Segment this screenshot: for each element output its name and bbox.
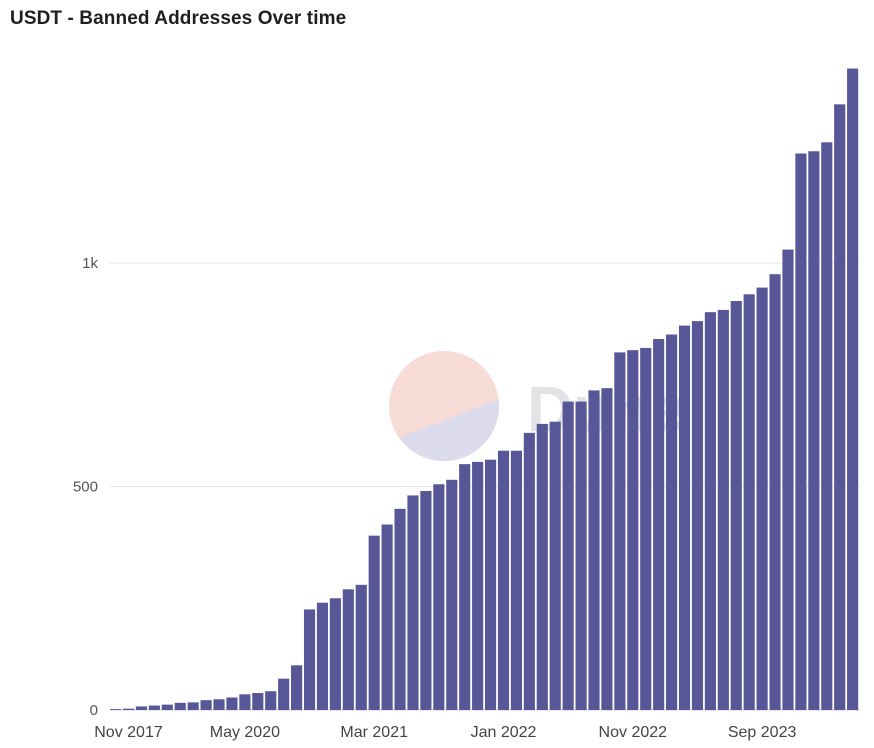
y-tick-label: 500 [73, 479, 98, 496]
bar [666, 334, 678, 710]
bar [472, 461, 484, 710]
bar [536, 423, 548, 710]
bar [678, 325, 691, 710]
bar [174, 702, 186, 710]
bar [265, 691, 277, 710]
x-tick-label: Mar 2021 [340, 724, 408, 741]
bar [407, 495, 419, 710]
bar [497, 450, 510, 710]
bar [355, 584, 367, 710]
x-tick-label: Sep 2023 [728, 724, 797, 741]
bar [549, 421, 561, 710]
bar [614, 352, 626, 710]
bar [847, 68, 859, 711]
x-tick-label: May 2020 [210, 724, 280, 741]
bar [381, 524, 393, 710]
bar [717, 309, 729, 710]
bar [200, 700, 212, 710]
bar [135, 706, 147, 710]
bar [433, 484, 445, 710]
bar [446, 479, 458, 710]
bar [329, 598, 341, 710]
x-tick-label: Jan 2022 [471, 724, 537, 741]
x-axis: Nov 2017 May 2020 Mar 2021 Jan 2022 Nov 2022… [94, 724, 796, 741]
bar [588, 390, 600, 710]
bar [342, 589, 354, 710]
bar [226, 697, 238, 710]
bar [459, 464, 471, 710]
bar [485, 459, 497, 710]
bar [420, 490, 432, 710]
bar [601, 388, 613, 710]
bar [834, 104, 846, 710]
bar [782, 249, 794, 710]
bar [653, 338, 665, 710]
bar [213, 699, 225, 710]
bar [808, 151, 820, 710]
y-tick-label: 0 [90, 702, 98, 719]
bar [704, 312, 716, 710]
bar [122, 708, 135, 710]
bars [110, 68, 859, 711]
bar [795, 153, 807, 711]
bar [562, 401, 574, 710]
bar [821, 142, 833, 710]
bar [394, 508, 406, 710]
bar [730, 301, 742, 710]
bar [187, 702, 199, 710]
bar [278, 678, 290, 710]
bar [239, 694, 251, 710]
bar [303, 609, 316, 710]
bar [368, 535, 380, 710]
bar [627, 350, 639, 710]
x-tick-label: Nov 2022 [599, 724, 668, 741]
bar [110, 709, 122, 710]
bar [523, 432, 535, 710]
chart-title: USDT - Banned Addresses Over time [10, 8, 347, 29]
bar [291, 665, 303, 710]
bar [161, 704, 173, 710]
bar [743, 294, 755, 710]
bar [691, 321, 704, 710]
bar [148, 705, 160, 710]
bar [756, 287, 768, 710]
x-tick-label: Nov 2017 [94, 724, 163, 741]
bar [316, 602, 329, 710]
y-tick-label: 1k [82, 255, 98, 272]
bar [252, 693, 264, 710]
y-axis: 0 500 1k [73, 255, 99, 719]
bar [575, 401, 587, 710]
bar [769, 274, 781, 710]
bar [510, 450, 522, 710]
bar [640, 347, 652, 710]
